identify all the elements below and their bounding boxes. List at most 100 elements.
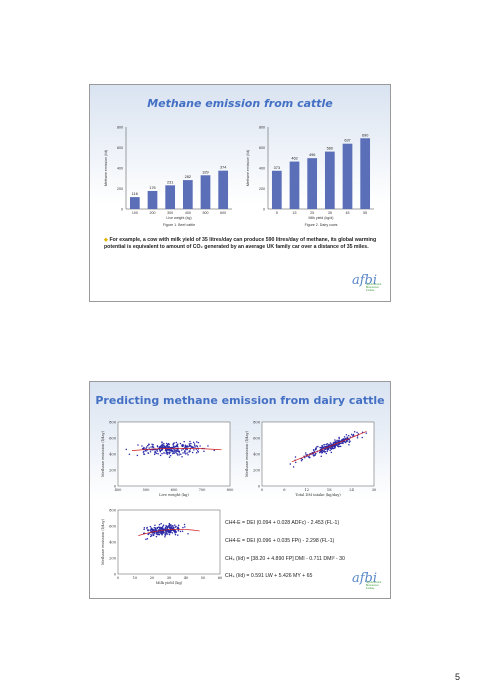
y-tick-label: 0 <box>258 484 261 488</box>
data-point <box>151 532 154 534</box>
data-point <box>160 527 162 530</box>
data-point <box>304 456 306 459</box>
data-point <box>143 446 145 449</box>
y-tick-label: 0 <box>121 207 123 211</box>
data-label: 496 <box>309 153 315 157</box>
y-tick-label: 800 <box>109 420 117 424</box>
data-point <box>166 453 169 456</box>
y-tick-label: 600 <box>109 436 117 440</box>
data-point <box>195 441 198 443</box>
data-point <box>155 449 158 451</box>
bullet-icon: ◆ <box>104 237 108 243</box>
data-point <box>143 528 145 531</box>
data-point <box>146 526 148 529</box>
data-point <box>185 448 187 451</box>
data-point <box>177 534 179 536</box>
data-point <box>153 526 156 529</box>
data-point <box>181 444 184 446</box>
data-point <box>161 528 164 530</box>
data-point <box>313 450 316 453</box>
data-point <box>128 453 131 456</box>
data-point <box>158 533 161 536</box>
y-tick-label: 800 <box>259 125 265 129</box>
bar <box>360 138 371 209</box>
x-tick-label: 30 <box>167 576 172 580</box>
data-point <box>334 446 337 448</box>
data-point <box>340 442 342 445</box>
data-point <box>333 447 336 449</box>
data-label: 116 <box>132 192 138 196</box>
data-point <box>168 446 170 448</box>
data-point <box>158 523 161 526</box>
x-tick-label: 60 <box>218 576 223 580</box>
data-point <box>315 446 318 448</box>
data-point <box>183 523 186 526</box>
data-point <box>154 451 157 454</box>
y-tick-label: 200 <box>109 556 117 560</box>
bar <box>165 185 176 209</box>
x-axis-label: Milk yield (kg) <box>156 581 183 585</box>
data-point <box>145 447 147 450</box>
x-tick-label: 0 <box>117 576 120 580</box>
data-label: 463 <box>291 157 297 161</box>
data-point <box>154 532 156 535</box>
data-label: 373 <box>274 166 280 170</box>
y-tick-label: 200 <box>117 187 123 191</box>
bar <box>289 161 300 209</box>
slide-title: Predicting methane emission from dairy c… <box>95 394 385 407</box>
data-point <box>329 449 331 452</box>
y-tick-label: 200 <box>109 468 117 472</box>
data-point <box>182 452 184 454</box>
afbi-logo: afbi Agri-Food and Biosciences Institute <box>352 273 384 295</box>
data-label: 637 <box>344 139 350 143</box>
data-point <box>338 437 340 440</box>
data-point <box>168 526 171 529</box>
data-point <box>151 445 154 447</box>
data-point <box>147 444 149 447</box>
data-point <box>339 445 342 448</box>
data-point <box>176 450 178 453</box>
data-label: 231 <box>167 180 173 184</box>
logo-mark: afbi <box>352 571 378 586</box>
data-point <box>174 533 177 536</box>
y-tick-label: 0 <box>263 207 265 211</box>
data-point <box>155 529 158 532</box>
data-point <box>156 533 158 535</box>
x-tick-label: 800 <box>227 488 235 492</box>
data-point <box>192 446 195 449</box>
x-axis-label: Milk yield (kg/d) <box>309 216 334 220</box>
y-axis-label: Methane emission (l/day) <box>245 430 249 477</box>
bar <box>271 170 282 209</box>
data-point <box>152 533 154 535</box>
slide-predicting-methane: Predicting methane emission from dairy c… <box>89 381 391 599</box>
data-point <box>292 466 295 468</box>
data-point <box>323 446 325 449</box>
data-point <box>169 525 172 527</box>
data-point <box>203 450 205 452</box>
logo-mark: afbi <box>352 273 378 288</box>
y-tick-label: 200 <box>253 468 261 472</box>
data-point <box>199 445 201 447</box>
data-point <box>164 534 167 536</box>
x-tick-label: 55 <box>363 211 367 215</box>
dairy-cows-bar-chart: 0 200 400 600 800 373 5 463 15 496 25 560 35 637 45 690… <box>246 125 374 227</box>
data-point <box>159 446 161 448</box>
data-point <box>176 443 179 445</box>
x-axis-label: Live weight (kg) <box>159 493 189 497</box>
data-point <box>159 450 162 453</box>
data-point <box>149 529 152 531</box>
data-point <box>165 442 168 445</box>
bar <box>324 151 335 209</box>
data-point <box>326 445 328 448</box>
data-point <box>197 441 200 444</box>
data-point <box>337 440 340 442</box>
data-point <box>162 444 165 446</box>
bar <box>129 197 140 209</box>
data-point <box>171 526 173 528</box>
data-point <box>175 441 178 444</box>
data-point <box>145 446 148 448</box>
data-point <box>361 436 363 439</box>
data-point <box>177 524 180 526</box>
data-point <box>320 446 322 449</box>
chart-caption: Figure 2. Dairy cows <box>305 223 338 227</box>
